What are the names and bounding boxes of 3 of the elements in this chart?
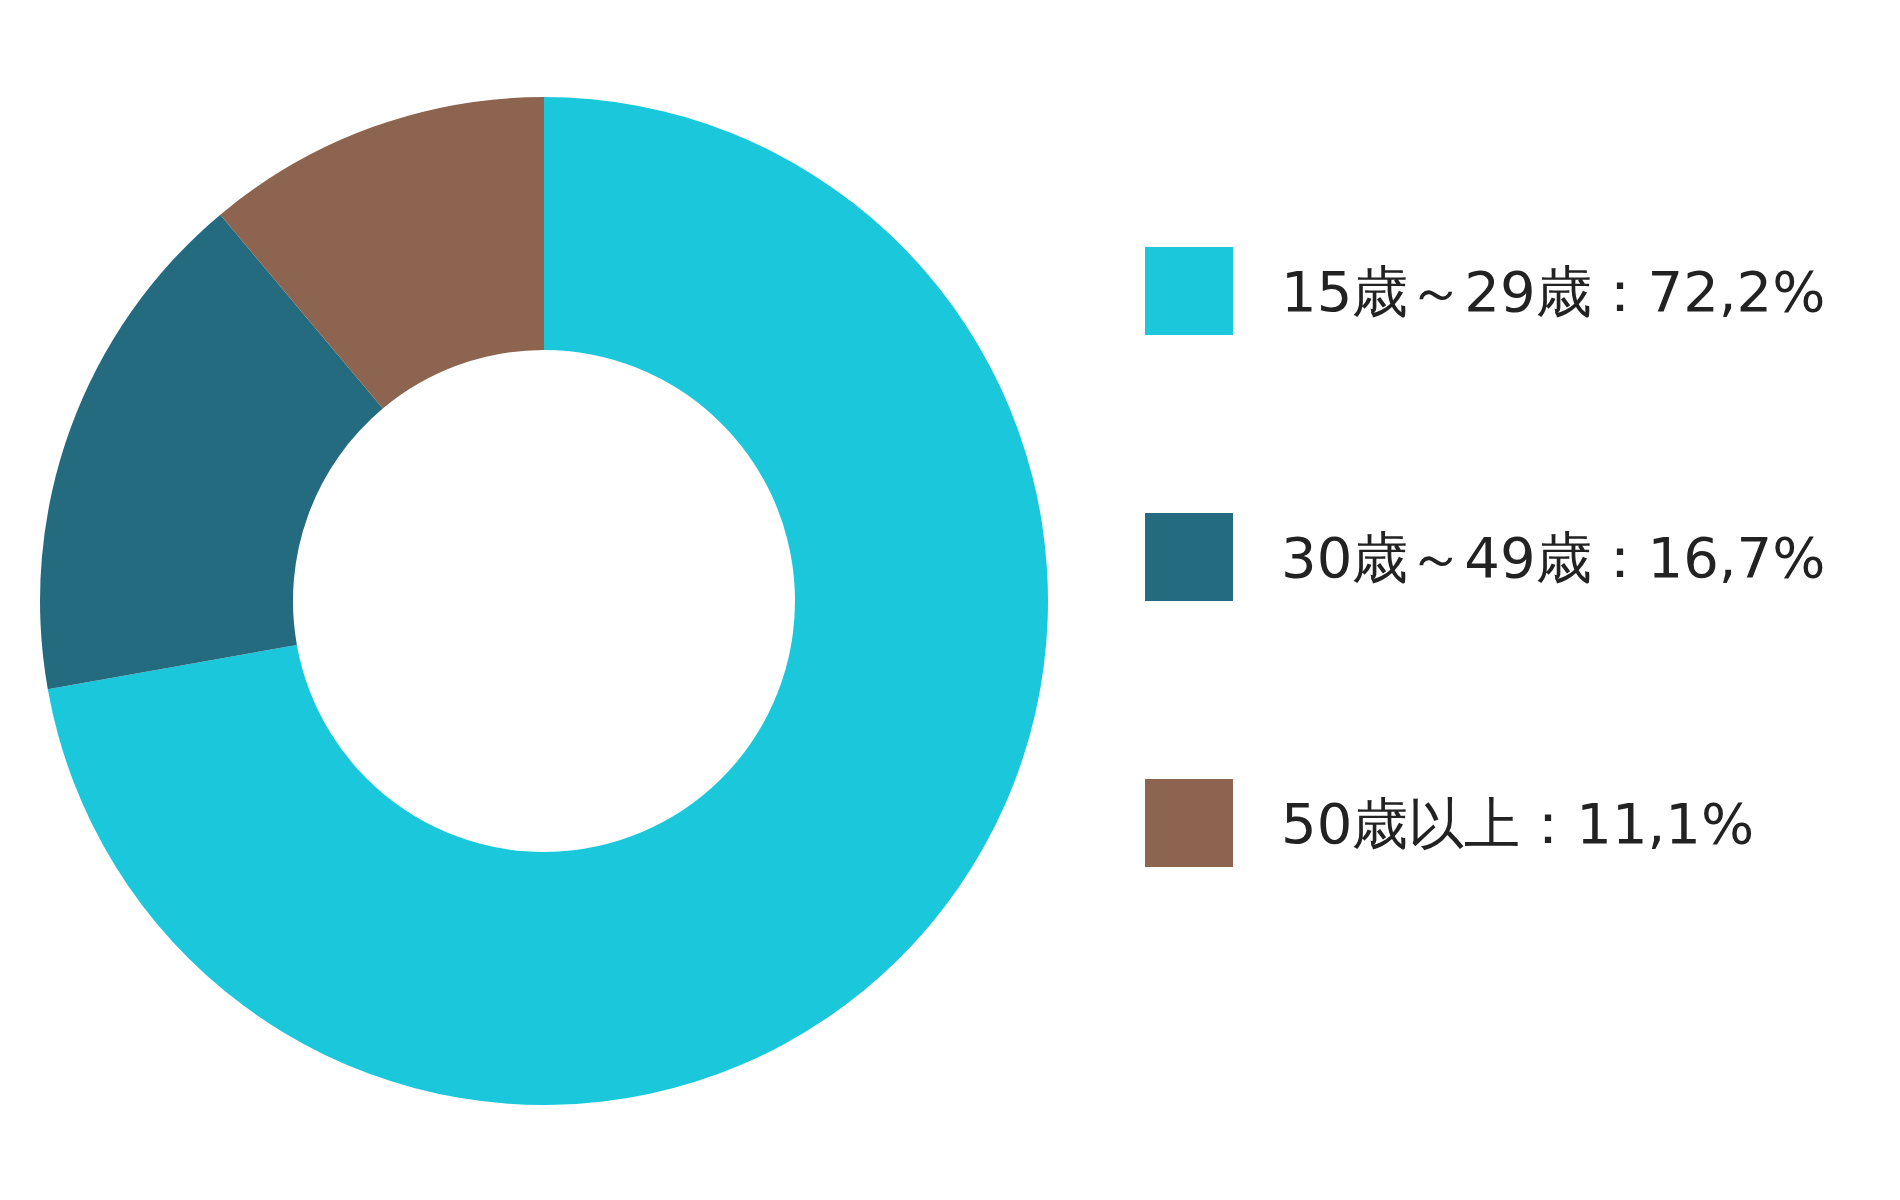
legend-label: 30歳～49歳：16,7%	[1281, 525, 1826, 590]
legend-label: 50歳以上：11,1%	[1281, 791, 1755, 856]
legend-label: 15歳～29歳：72,2%	[1281, 259, 1826, 324]
